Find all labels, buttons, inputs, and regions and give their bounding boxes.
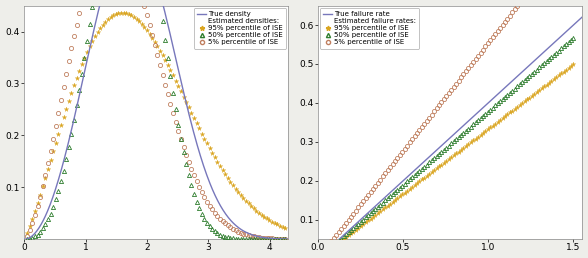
- Legend: True failure rate, Estimated failure rates:, 95% percentile of ISE, 50% percenti: True failure rate, Estimated failure rat…: [320, 8, 419, 49]
- Legend: True density, Estimated densities:, 95% percentile of ISE, 50% percentile of ISE: True density, Estimated densities:, 95% …: [194, 8, 286, 49]
